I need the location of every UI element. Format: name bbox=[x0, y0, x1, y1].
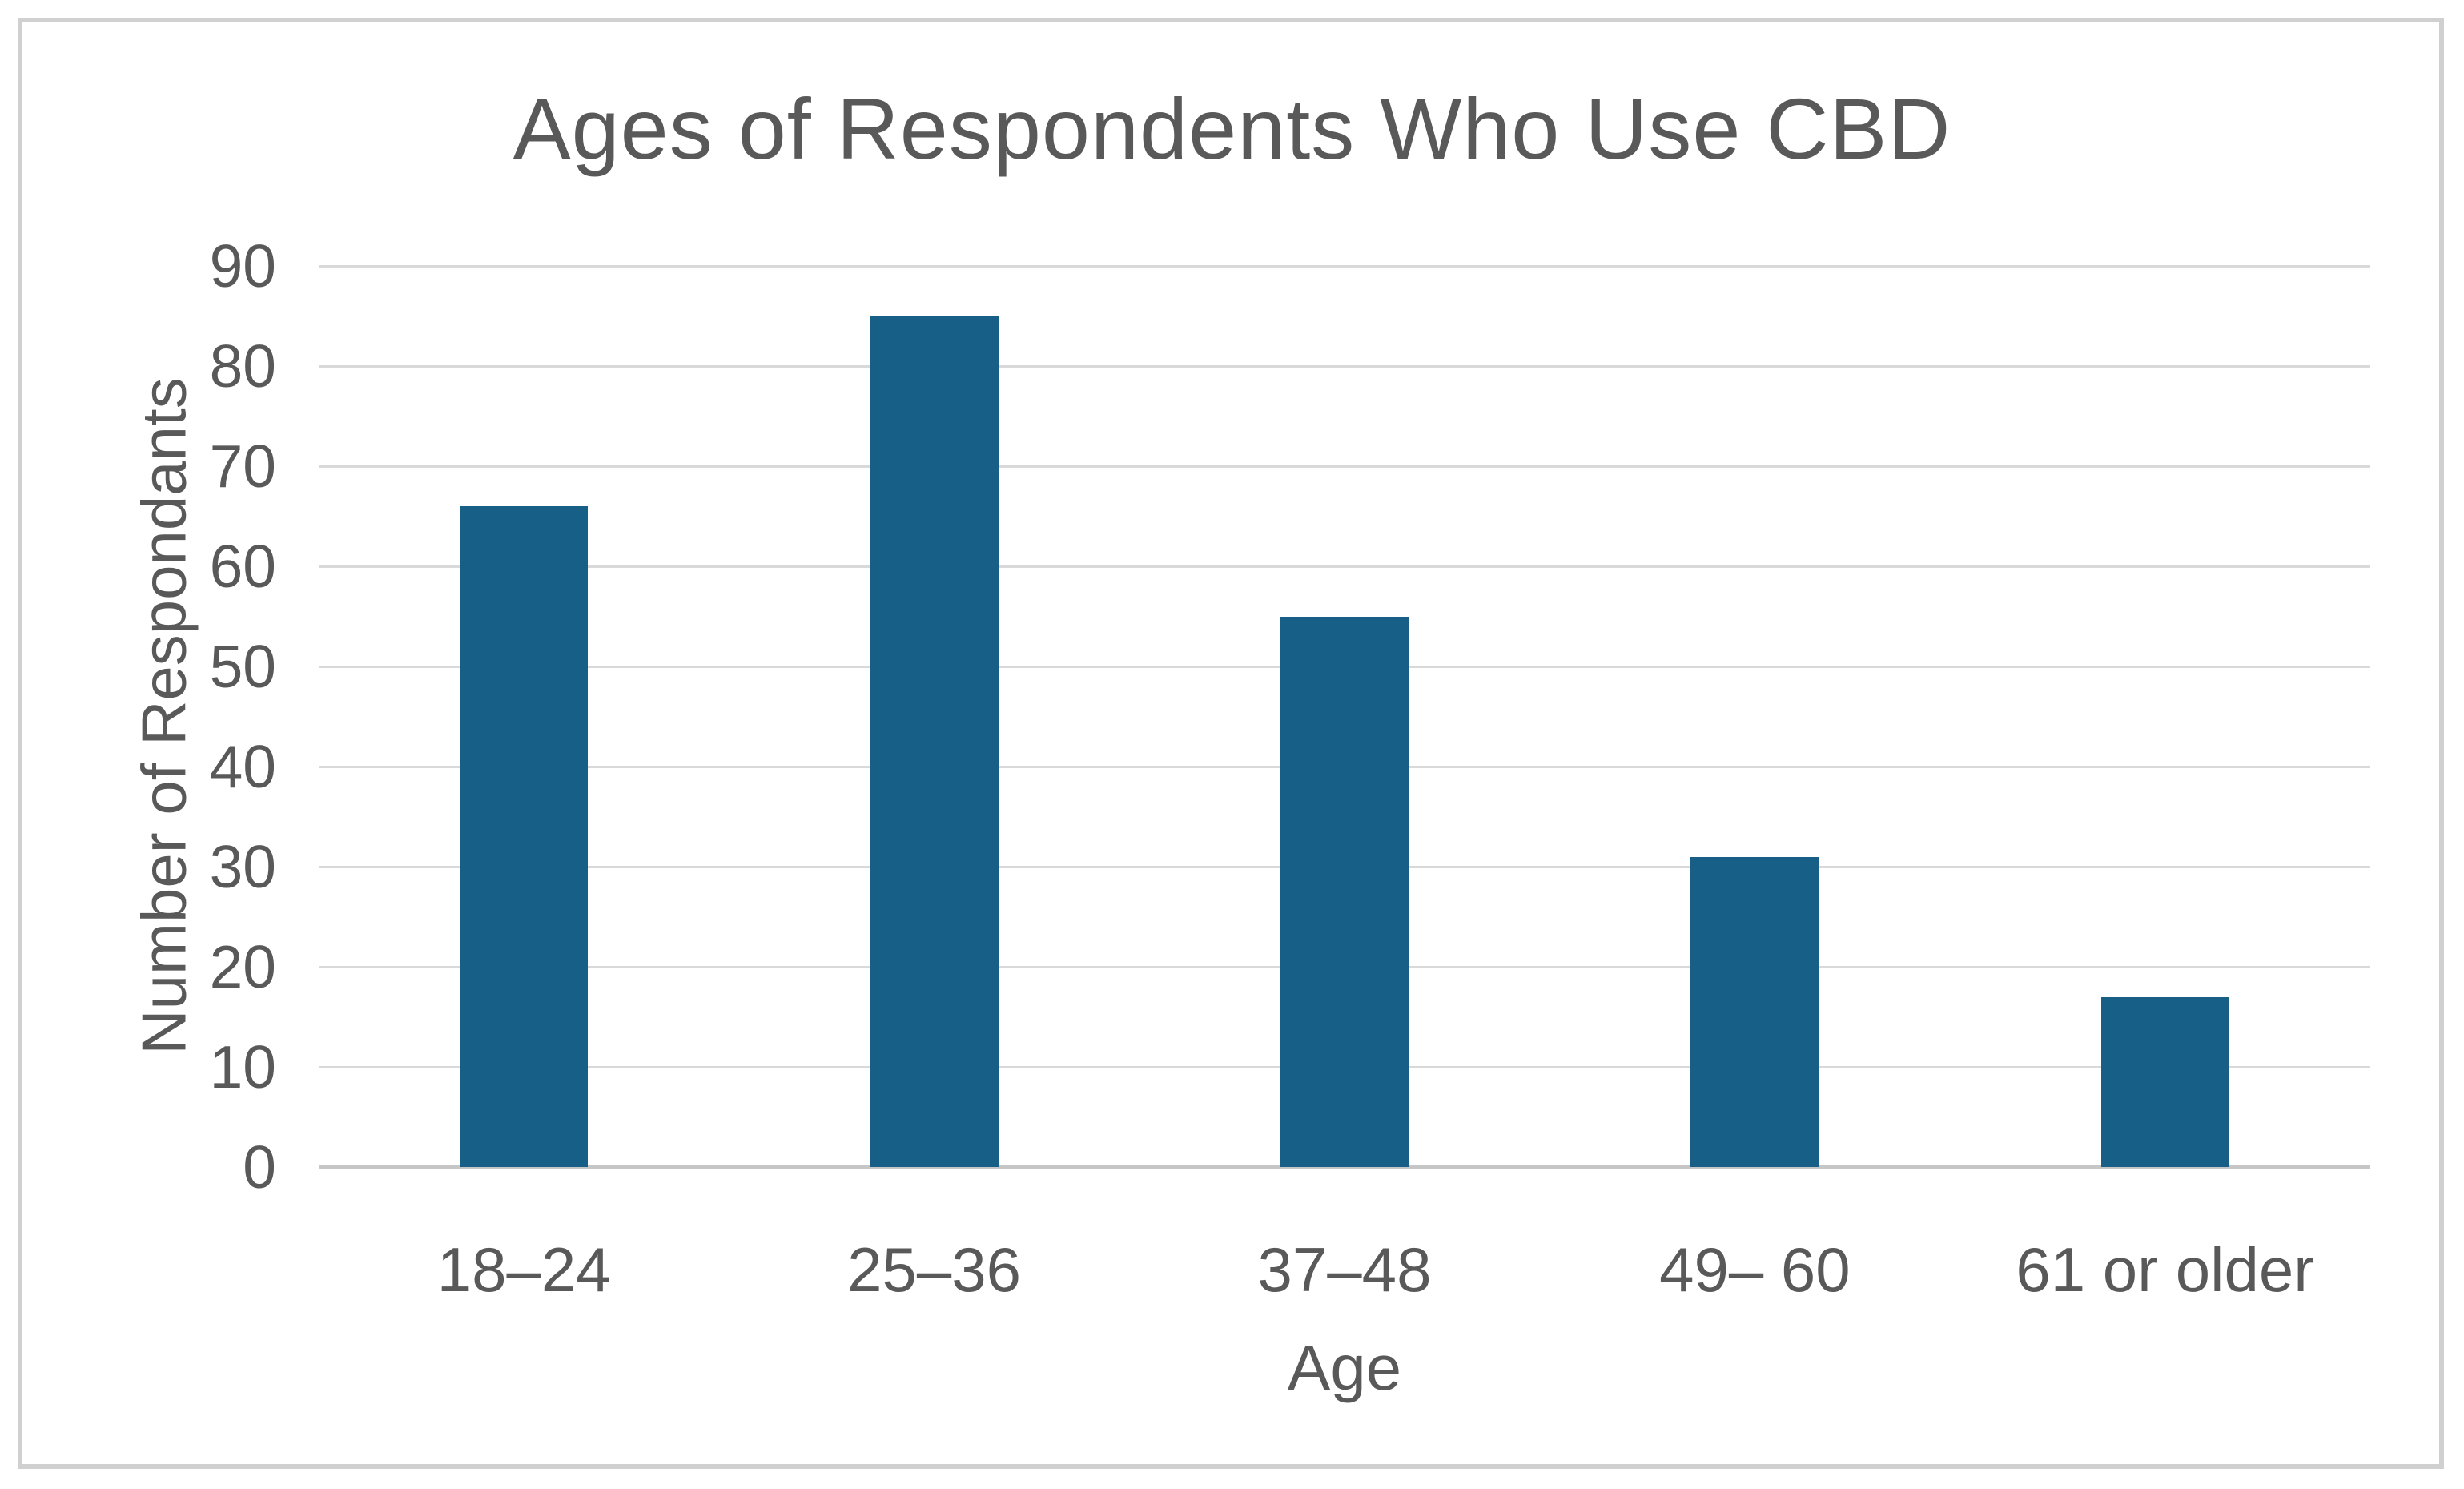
y-tick-label-90: 90 bbox=[209, 232, 276, 300]
plot-area bbox=[319, 264, 2370, 1169]
y-tick-label-20: 20 bbox=[209, 933, 276, 1000]
y-tick-label-30: 30 bbox=[209, 833, 276, 900]
y-tick-label-80: 80 bbox=[209, 332, 276, 400]
bar-49– 60 bbox=[1690, 856, 1819, 1167]
gridline-80 bbox=[319, 364, 2370, 368]
bar-61 or older bbox=[2100, 996, 2229, 1167]
bar-37–48 bbox=[1280, 616, 1409, 1167]
y-tick-label-60: 60 bbox=[209, 533, 276, 600]
gridline-70 bbox=[319, 465, 2370, 468]
x-tick-label-61 or older: 61 or older bbox=[2016, 1234, 2315, 1305]
y-tick-label-10: 10 bbox=[209, 1033, 276, 1101]
bar-25–36 bbox=[870, 316, 999, 1167]
y-tick-label-0: 0 bbox=[243, 1133, 276, 1201]
gridline-60 bbox=[319, 565, 2370, 568]
chart-title: Ages of Respondents Who Use CBD bbox=[512, 80, 1952, 177]
chart-frame bbox=[18, 18, 2444, 1469]
bar-18–24 bbox=[460, 506, 589, 1167]
y-tick-label-40: 40 bbox=[209, 733, 276, 800]
x-tick-label-25–36: 25–36 bbox=[847, 1234, 1022, 1305]
y-tick-label-50: 50 bbox=[209, 633, 276, 700]
x-tick-label-18–24: 18–24 bbox=[436, 1234, 611, 1305]
x-axis-title: Age bbox=[1287, 1332, 1402, 1403]
x-tick-label-49– 60: 49– 60 bbox=[1659, 1234, 1851, 1305]
x-axis-line bbox=[319, 1165, 2370, 1169]
gridline-90 bbox=[319, 264, 2370, 268]
x-tick-label-37–48: 37–48 bbox=[1257, 1234, 1432, 1305]
y-tick-label-70: 70 bbox=[209, 433, 276, 500]
